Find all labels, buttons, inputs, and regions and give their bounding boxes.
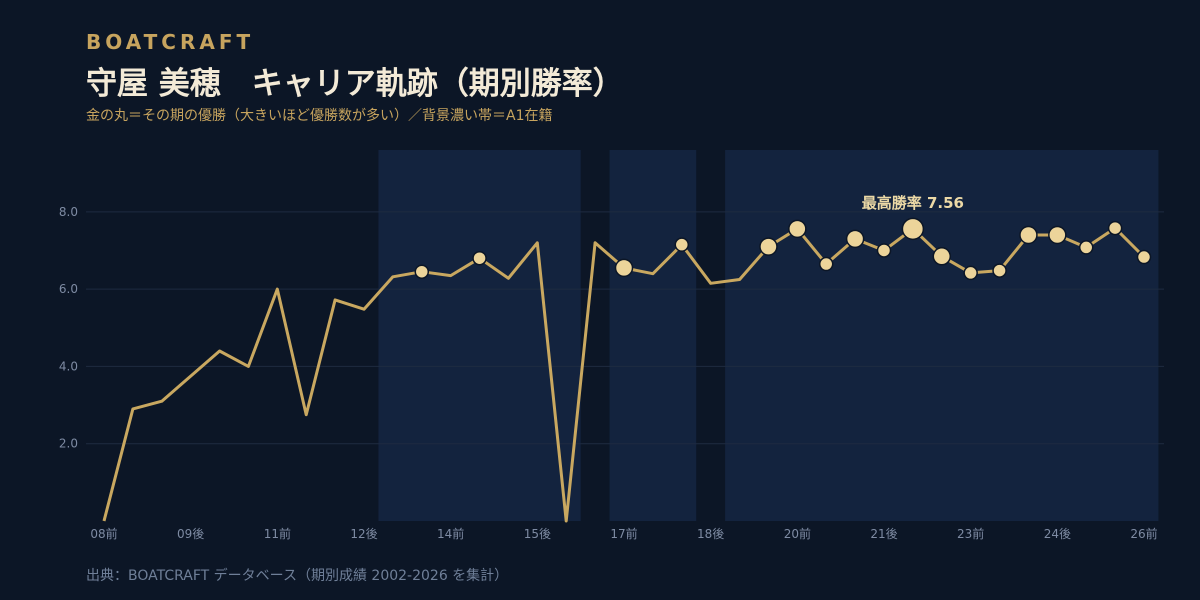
x-tick-label: 08前 [90, 526, 117, 541]
win-marker [1136, 249, 1152, 265]
win-marker [992, 263, 1007, 278]
a1-band-0 [378, 150, 581, 521]
grid-lines [86, 211, 1164, 445]
win-marker [472, 250, 487, 266]
x-tick-label: 23前 [957, 526, 984, 541]
x-tick-label: 24後 [1044, 527, 1071, 541]
x-tick-label: 20前 [784, 526, 811, 541]
y-tick-label: 8.0 [59, 205, 78, 219]
a1-band-1 [609, 150, 697, 521]
y-axis-ticks: 2.0 4.0 6.0 8.0 [59, 205, 78, 451]
win-marker [876, 243, 892, 258]
x-axis-ticks: 08前 09後 11前 12後 14前 15後 17前 18後 20前 21後 23前 24後 26前 [90, 526, 1157, 541]
x-tick-label: 17前 [610, 526, 637, 541]
win-marker [614, 258, 634, 278]
win-marker [759, 237, 778, 256]
win-marker [1078, 240, 1094, 255]
win-marker [1048, 225, 1067, 245]
chart-subtitle: 金の丸＝その期の優勝（大きいほど優勝数が多い）／背景濃い帯＝A1在籍 [86, 108, 553, 124]
x-tick-label: 11前 [264, 526, 291, 541]
win-markers [414, 217, 1152, 281]
x-tick-label: 26前 [1130, 526, 1157, 541]
y-tick-label: 2.0 [59, 437, 78, 451]
win-marker [963, 265, 978, 281]
x-tick-label: 14前 [437, 526, 464, 541]
win-marker [901, 217, 925, 241]
peak-annotation: 最高勝率 7.56 [862, 194, 964, 212]
win-marker [845, 229, 865, 249]
x-tick-label: 21後 [870, 527, 897, 541]
win-marker [414, 264, 430, 279]
x-tick-label: 15後 [524, 527, 551, 541]
win-marker [788, 219, 807, 239]
x-tick-label: 18後 [697, 527, 724, 541]
y-tick-label: 4.0 [59, 359, 78, 373]
a1-bands [378, 150, 1159, 521]
x-tick-label: 09後 [177, 527, 204, 541]
win-marker [1107, 220, 1123, 236]
brand-label: BOATCRAFT [86, 30, 255, 54]
win-marker [674, 237, 690, 252]
win-marker [932, 247, 952, 266]
chart-title: 守屋 美穂 キャリア軌跡（期別勝率） [86, 66, 624, 102]
y-tick-label: 6.0 [59, 282, 78, 296]
win-marker [818, 256, 834, 272]
win-marker [1019, 225, 1038, 245]
x-tick-label: 12後 [350, 527, 377, 541]
source-note: 出典：BOATCRAFT データベース（期別成績 2002-2026 を集計） [86, 568, 509, 584]
